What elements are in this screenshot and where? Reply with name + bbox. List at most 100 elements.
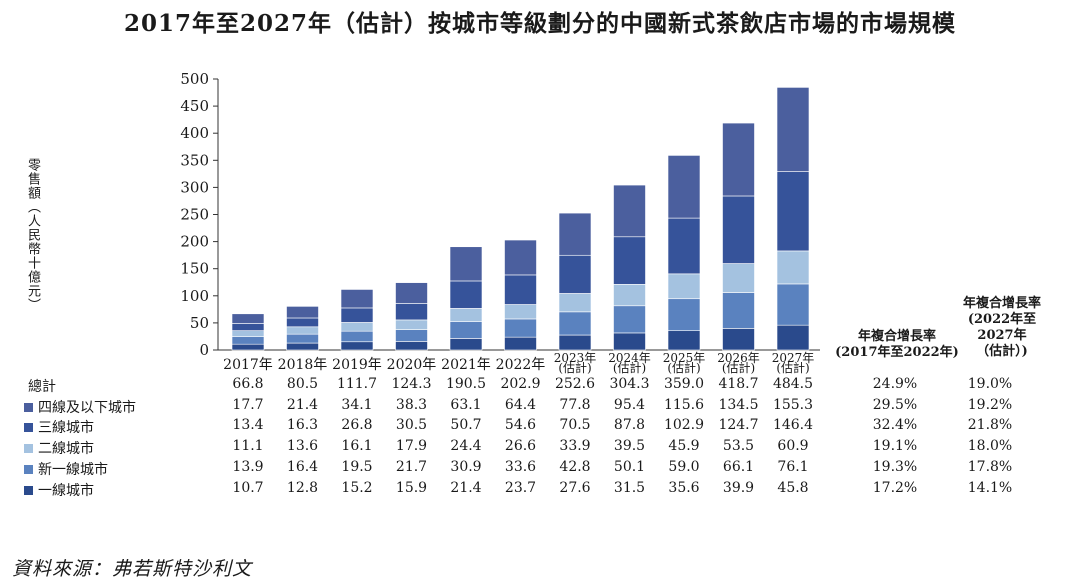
series-value: 45.8 — [777, 479, 809, 496]
row-label-total: 總計 — [28, 379, 56, 395]
series-value: 33.6 — [504, 458, 537, 475]
bar-segment-5 — [340, 289, 374, 309]
series-value: 23.7 — [504, 479, 537, 496]
legend-swatch — [24, 444, 33, 454]
bar-segment-4 — [504, 274, 537, 305]
series-value: 87.8 — [613, 417, 646, 434]
x-tick-label: 2019年 — [332, 357, 382, 373]
cagr-header-2017-2022: 年複合增長率 (2017年至2022年) — [832, 329, 962, 361]
series-value: 39.9 — [722, 479, 755, 496]
cagr-header-line: (2017年至2022年) — [835, 345, 959, 360]
series-cagr-2017-2022: 29.5% — [872, 396, 918, 413]
bar-segment-5 — [722, 122, 755, 197]
bar-segment-3 — [722, 263, 755, 293]
bar-segment-4 — [231, 323, 265, 331]
series-value: 21.7 — [395, 458, 428, 475]
total-value: 66.8 — [232, 376, 264, 392]
bar-segment-1 — [395, 341, 428, 351]
series-value: 24.4 — [450, 438, 482, 455]
series-cagr-2022-2027: 18.0% — [967, 438, 1013, 455]
total-value: 80.5 — [286, 376, 319, 392]
series-value: 115.6 — [663, 396, 705, 413]
bar-segment-2 — [722, 292, 755, 329]
row-label-series: 新一線城市 — [24, 459, 108, 479]
x-tick-label: 2023年 — [554, 351, 597, 365]
series-value: 13.4 — [232, 417, 264, 434]
row-label-series: 一線城市 — [24, 480, 94, 500]
x-tick-label: (估計) — [613, 360, 646, 375]
series-value: 17.9 — [395, 438, 428, 455]
series-value: 26.8 — [341, 417, 373, 434]
bar-segment-5 — [286, 306, 319, 319]
legend-label: 三線城市 — [38, 420, 94, 437]
series-value: 34.1 — [341, 396, 373, 413]
cagr-header-line: （估計）) — [976, 344, 1028, 359]
bar-segment-4 — [667, 217, 701, 275]
y-tick-label: 150 — [180, 260, 209, 278]
chart-title: 2017年至2027年（估計）按城市等級劃分的中國新式茶飲店市場的市場規模 — [123, 10, 957, 37]
series-value: 16.1 — [341, 438, 373, 455]
bar-segment-3 — [449, 308, 483, 322]
y-tick-label: 250 — [180, 206, 209, 224]
cagr-header-2022-2027: 年複合增長率 (2022年至 2027年 （估計）) — [942, 296, 1062, 360]
bar-segment-4 — [558, 254, 592, 294]
total-cagr-2022-2027: 19.0% — [967, 376, 1013, 392]
cagr-header-line: 年複合增長率 — [857, 329, 936, 344]
series-value: 45.9 — [668, 438, 700, 455]
bar-segment-1 — [231, 343, 265, 351]
bar-segment-3 — [504, 304, 537, 320]
x-tick-label: (估計) — [558, 360, 591, 375]
series-cagr-2017-2022: 19.1% — [872, 438, 918, 455]
stacked-bar-chart: 0 50 100 150 200 250 300 350 400 450 500 2017年 2018年… — [180, 70, 820, 375]
cagr-header-line: 年複合增長率 — [962, 296, 1041, 311]
series-value: 95.4 — [613, 396, 646, 413]
bar-segment-5 — [395, 282, 428, 304]
bar-segment-1 — [558, 334, 592, 351]
bar-segment-2 — [231, 336, 265, 345]
bar-segment-4 — [776, 171, 810, 252]
source-note: 資料來源：弗若斯特沙利文 — [12, 558, 253, 580]
y-tick-label: 350 — [180, 151, 209, 169]
legend-swatch — [24, 485, 33, 495]
series-value: 77.8 — [559, 396, 591, 413]
series-value: 124.7 — [718, 417, 759, 434]
bar-segment-1 — [613, 332, 646, 351]
series-value: 134.5 — [718, 396, 759, 413]
total-value: 359.0 — [663, 376, 705, 392]
series-value: 11.1 — [232, 438, 264, 455]
series-value: 50.7 — [450, 417, 482, 434]
series-value: 15.9 — [395, 479, 428, 496]
total-value: 484.5 — [772, 376, 814, 392]
total-value: 252.6 — [554, 376, 596, 392]
bar-segment-5 — [776, 87, 810, 172]
x-tick-label: 2018年 — [278, 357, 328, 373]
series-value: 16.3 — [286, 417, 319, 434]
series-value: 26.6 — [504, 438, 537, 455]
series-value: 30.9 — [450, 458, 482, 475]
bar-segment-3 — [286, 326, 319, 335]
series-value: 54.6 — [504, 417, 537, 434]
bar-segment-5 — [667, 155, 701, 219]
bar-segment-1 — [286, 342, 319, 351]
series-cagr-2022-2027: 21.8% — [967, 417, 1013, 434]
bar-segment-5 — [449, 246, 483, 282]
bar-segment-4 — [613, 236, 646, 285]
bar-segment-1 — [449, 338, 483, 351]
series-value: 35.6 — [668, 479, 700, 496]
bar-segment-4 — [286, 317, 319, 328]
bar-segment-2 — [395, 329, 428, 342]
series-value: 76.1 — [777, 458, 809, 475]
bar-segment-4 — [449, 280, 483, 309]
bar-segment-3 — [613, 284, 646, 307]
legend-swatch — [24, 423, 33, 433]
total-value: 124.3 — [391, 376, 432, 392]
row-label-series: 三線城市 — [24, 417, 94, 437]
series-value: 64.4 — [504, 396, 537, 413]
bar-segment-4 — [722, 195, 755, 264]
y-tick-label: 450 — [180, 97, 209, 115]
bar-segment-3 — [231, 330, 265, 337]
series-value: 10.7 — [232, 479, 264, 496]
bar-segment-1 — [667, 330, 701, 351]
bar-segment-3 — [667, 273, 701, 300]
bar-segment-4 — [395, 303, 428, 321]
